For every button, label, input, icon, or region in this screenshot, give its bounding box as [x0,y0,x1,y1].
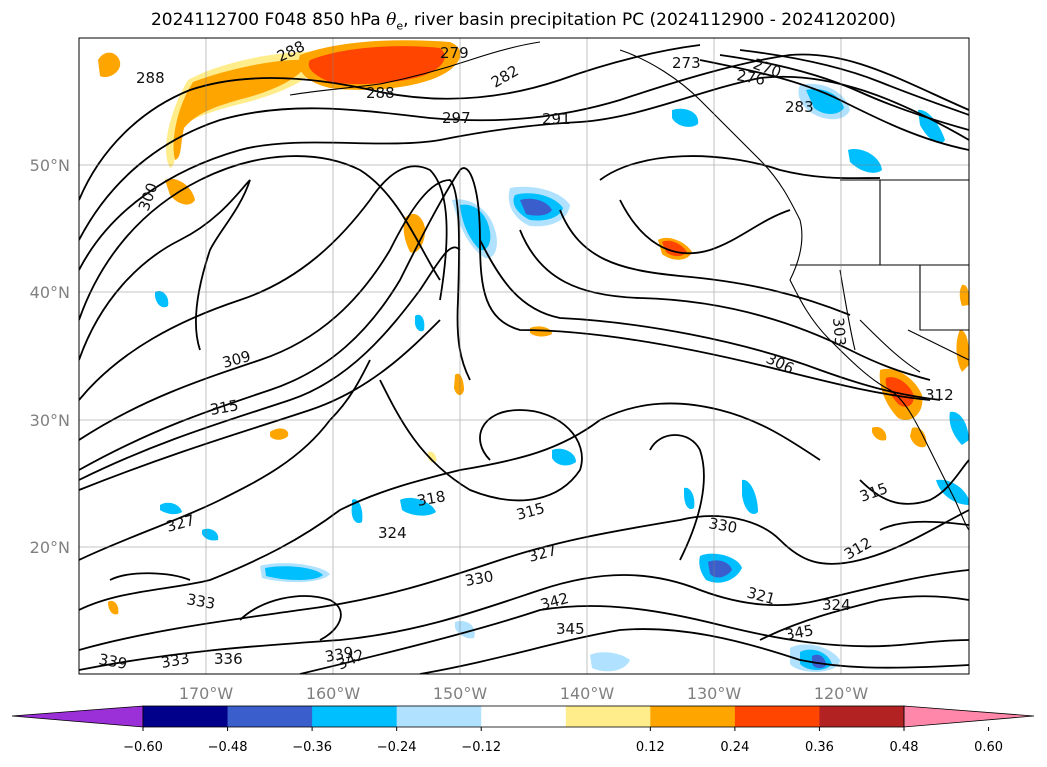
svg-text:330: 330 [464,567,495,590]
svg-text:330: 330 [707,514,738,537]
colorbar: −0.60 −0.48 −0.36 −0.24 −0.12 0.12 0.24 0.36 0.4… [11,705,1035,755]
lon-label-170w: 170°W [179,684,234,703]
map-content: 288 288 279 282 288 297 291 273 270 276 … [79,38,969,674]
svg-text:279: 279 [440,44,469,62]
colorbar-tick-label: −0.60 [123,740,163,755]
svg-text:339: 339 [324,643,355,666]
svg-text:333: 333 [185,590,216,613]
svg-text:273: 273 [672,54,701,72]
lat-label-20n: 20°N [30,538,70,557]
svg-text:345: 345 [556,620,585,638]
colorbar-bin [734,706,820,727]
colorbar-tick-label: −0.12 [461,740,501,755]
coastlines [289,41,969,531]
precip-pc-negative-shading [155,83,969,672]
colorbar-tick-label: 0.12 [636,740,665,755]
colorbar-bin [143,706,229,727]
colorbar-bin [227,706,313,727]
colorbar-over-arrow [903,705,1035,728]
colorbar-bins [143,706,905,727]
colorbar-tick-label: −0.24 [377,740,417,755]
colorbar-under-arrow [11,705,144,728]
theta-e-contours [79,44,969,674]
svg-text:297: 297 [442,109,471,127]
colorbar-tick-label: 0.36 [805,740,834,755]
svg-text:333: 333 [160,649,191,672]
svg-text:291: 291 [542,110,571,128]
lat-label-50n: 50°N [30,156,70,175]
colorbar-tick-label: 0.60 [974,740,1003,755]
svg-text:318: 318 [416,487,447,510]
colorbar-bin [819,706,905,727]
map-plot-area [79,38,969,674]
svg-text:336: 336 [214,650,243,668]
contour-labels: 288 288 279 282 288 297 291 273 270 276 … [97,38,954,674]
svg-text:345: 345 [784,621,815,644]
colorbar-ticks: −0.60 −0.48 −0.36 −0.24 −0.12 0.12 0.24 0.36 0.4… [123,727,1003,755]
colorbar-bin [312,706,398,727]
longitude-labels: 170°W 160°W 150°W 140°W 130°W 120°W [179,684,869,703]
colorbar-tick-label: 0.24 [720,740,749,755]
svg-text:283: 283 [785,98,814,116]
graticule [79,38,969,674]
colorbar-bin [650,706,736,727]
lon-label-140w: 140°W [560,684,615,703]
colorbar-frame [142,705,905,728]
svg-text:324: 324 [822,596,851,614]
svg-text:288: 288 [136,69,165,87]
svg-text:324: 324 [378,524,407,542]
colorbar-tick-label: 0.48 [890,740,919,755]
colorbar-bin [565,706,651,727]
svg-text:315: 315 [209,396,240,419]
map-title: 2024112700 F048 850 hPa θe, river basin … [150,10,897,33]
colorbar-tick-label: −0.48 [208,740,248,755]
svg-text:312: 312 [925,386,954,404]
latitude-labels: 50°N 40°N 30°N 20°N [30,156,70,557]
svg-text:276: 276 [735,66,766,89]
svg-text:303: 303 [829,317,849,347]
lat-label-40n: 40°N [30,283,70,302]
svg-text:339: 339 [97,650,128,673]
colorbar-tick-label: −0.36 [292,740,332,755]
lon-label-150w: 150°W [433,684,488,703]
colorbar-bin [481,706,567,727]
lon-label-160w: 160°W [306,684,361,703]
lon-label-120w: 120°W [814,684,869,703]
lat-label-30n: 30°N [30,411,70,430]
colorbar-bin [396,706,482,727]
lon-label-130w: 130°W [687,684,742,703]
plot-frame [78,37,970,675]
svg-text:288: 288 [366,84,395,102]
